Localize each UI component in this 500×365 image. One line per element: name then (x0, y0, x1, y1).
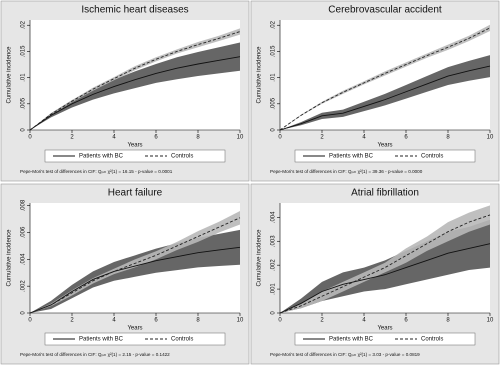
legend-box (294, 332, 476, 346)
x-tick-label: 0 (278, 135, 282, 141)
x-tick-label: 2 (320, 135, 324, 141)
x-tick-label: 4 (112, 318, 116, 324)
y-tick-label: .02 (21, 20, 27, 29)
y-tick-label: .005 (21, 97, 27, 109)
panel-title: Heart failure (108, 188, 163, 199)
test-note: Pepe-Mori's test of differences in CIF: … (270, 352, 420, 357)
legend-box (44, 332, 226, 346)
confidence-band (30, 211, 240, 313)
y-tick-label: .015 (271, 45, 277, 57)
y-tick-label: .01 (271, 73, 277, 82)
x-axis-label: Years (377, 143, 392, 149)
y-tick-label: .004 (271, 211, 277, 223)
x-tick-label: 4 (362, 318, 366, 324)
y-tick-label: 0 (21, 128, 27, 132)
confidence-band (30, 229, 240, 313)
x-axis-label: Years (377, 326, 392, 332)
legend-label: Patients with BC (329, 154, 374, 160)
y-tick-label: .003 (271, 235, 277, 247)
panel-title: Ischemic heart diseases (81, 5, 188, 16)
test-note: Pepe-Mori's test of differences in CIF: … (270, 169, 423, 174)
legend-label: Patients with BC (79, 337, 124, 343)
test-note: Pepe-Mori's test of differences in CIF: … (20, 169, 173, 174)
series-line (279, 243, 491, 314)
x-tick-label: 2 (70, 135, 74, 141)
y-tick-label: 0 (21, 311, 27, 315)
x-tick-label: 8 (196, 318, 200, 324)
legend-label: Patients with BC (79, 154, 124, 160)
y-tick-label: .006 (21, 226, 27, 238)
x-tick-label: 2 (70, 318, 74, 324)
legend-label: Controls (171, 154, 193, 160)
test-note: Pepe-Mori's test of differences in CIF: … (20, 352, 170, 357)
x-tick-label: 0 (28, 318, 32, 324)
y-axis-label: Cumulative incidence (7, 229, 13, 287)
series-line (279, 214, 491, 314)
series-line (279, 27, 491, 131)
x-tick-label: 10 (237, 135, 244, 141)
y-tick-label: .001 (271, 283, 277, 295)
x-axis-label: Years (127, 326, 142, 332)
x-tick-label: 0 (28, 135, 32, 141)
legend-label: Controls (421, 337, 443, 343)
legend-label: Patients with BC (329, 337, 374, 343)
y-tick-label: .02 (271, 20, 277, 29)
panel-title: Cerebrovascular accident (328, 5, 442, 16)
x-tick-label: 4 (112, 135, 116, 141)
x-axis-label: Years (127, 143, 142, 149)
confidence-band (280, 205, 490, 313)
confidence-band (280, 55, 490, 130)
series-line (29, 217, 241, 314)
y-tick-label: .01 (21, 73, 27, 82)
x-tick-label: 4 (362, 135, 366, 141)
x-tick-label: 8 (446, 318, 450, 324)
legend-box (44, 149, 226, 163)
x-tick-label: 0 (278, 318, 282, 324)
x-tick-label: 10 (487, 318, 494, 324)
x-tick-label: 10 (487, 135, 494, 141)
y-axis-label: Cumulative incidence (7, 46, 13, 104)
x-tick-label: 8 (446, 135, 450, 141)
y-tick-label: .008 (21, 199, 27, 211)
y-tick-label: .002 (21, 280, 27, 292)
x-tick-label: 6 (154, 318, 158, 324)
y-tick-label: .005 (271, 97, 277, 109)
legend-label: Controls (171, 337, 193, 343)
x-tick-label: 8 (196, 135, 200, 141)
y-axis-label: Cumulative incidence (257, 229, 263, 287)
legend-box (294, 149, 476, 163)
confidence-band (30, 42, 240, 130)
x-tick-label: 6 (404, 135, 408, 141)
y-tick-label: .015 (21, 45, 27, 57)
y-axis-label: Cumulative incidence (257, 46, 263, 104)
y-tick-label: 0 (271, 128, 277, 132)
series-line (29, 56, 241, 131)
x-tick-label: 6 (404, 318, 408, 324)
legend-label: Controls (421, 154, 443, 160)
y-tick-label: 0 (271, 311, 277, 315)
x-tick-label: 10 (237, 318, 244, 324)
x-tick-label: 6 (154, 135, 158, 141)
panel-title: Atrial fibrillation (351, 188, 419, 199)
y-tick-label: .004 (21, 253, 27, 265)
series-line (29, 246, 241, 314)
series-line (279, 65, 491, 131)
x-tick-label: 2 (320, 318, 324, 324)
series-line (29, 31, 241, 131)
y-tick-label: .002 (271, 259, 277, 271)
